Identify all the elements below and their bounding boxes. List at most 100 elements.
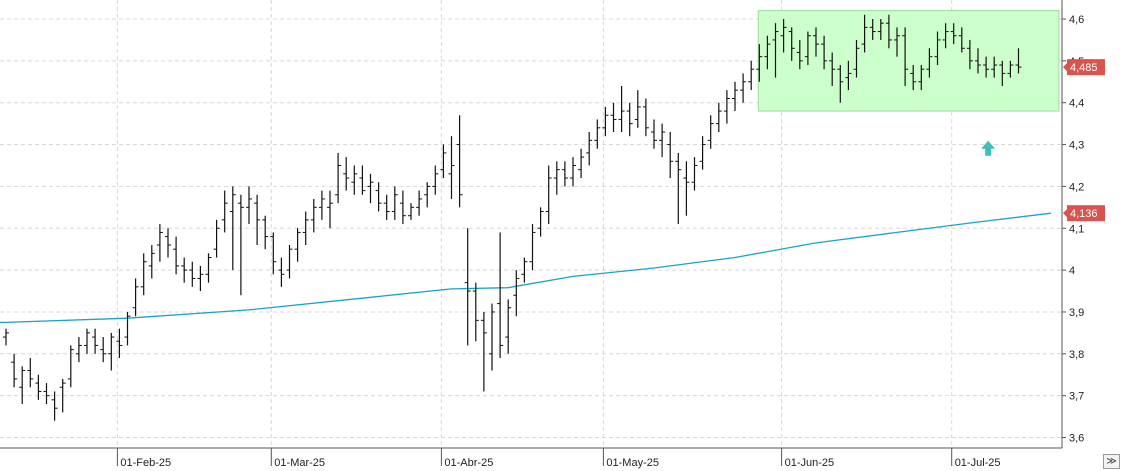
ohlc-bar — [221, 190, 228, 233]
ohlc-bar — [497, 232, 504, 358]
ohlc-bar — [205, 253, 212, 283]
ohlc-bar — [335, 152, 342, 204]
ohlc-bar — [456, 115, 463, 208]
ohlc-bar — [19, 366, 26, 405]
ohlc-bar — [618, 85, 625, 132]
ohlc-bar — [489, 303, 495, 371]
last-price-tag-text: 4,485 — [1070, 62, 1098, 74]
x-tick-label: 01-Mar-25 — [274, 457, 325, 469]
ohlc-bar — [715, 102, 722, 132]
ohlc-bar — [432, 165, 439, 195]
ohlc-bar — [148, 244, 155, 279]
ohlc-bar — [910, 65, 917, 91]
ohlc-bar — [246, 186, 252, 225]
ohlc-bar — [634, 90, 641, 128]
ohlc-bar — [610, 102, 617, 132]
ohlc-bar — [950, 23, 957, 45]
ohlc-bar — [440, 144, 447, 179]
ohlc-bar — [796, 39, 803, 70]
ohlc-bar — [391, 186, 398, 220]
ohlc-bar — [699, 136, 706, 170]
ohlc-bar — [472, 282, 479, 342]
ohlc-bar — [59, 378, 66, 413]
ohlc-bar — [837, 65, 844, 103]
ohlc-bar — [529, 224, 536, 271]
ohlc-bar — [424, 182, 431, 208]
ohlc-bar — [845, 60, 852, 91]
ohlc-bar — [116, 328, 123, 358]
ohlc-bar — [351, 165, 358, 195]
ohlc-bar — [594, 119, 601, 149]
ohlc-bar — [51, 391, 58, 421]
ohlc-bar — [310, 198, 317, 233]
y-tick-label: 4,2 — [1069, 181, 1084, 193]
range-zone-layer — [757, 10, 1060, 112]
y-tick-label: 3,9 — [1069, 307, 1084, 319]
ohlc-bar — [918, 65, 925, 91]
ohlc-bar — [399, 190, 406, 225]
ohlc-bar — [197, 265, 204, 292]
ohlc-bar — [480, 311, 487, 392]
ohlc-bar — [254, 194, 261, 245]
moving-average-tag-text: 4,136 — [1070, 208, 1098, 220]
last-price-tag-pointer — [1063, 63, 1067, 72]
y-tick-label: 4,4 — [1069, 98, 1084, 110]
moving-average-tag: 4,136 — [1063, 205, 1105, 222]
ohlc-bar — [561, 161, 568, 187]
ohlc-bar — [667, 131, 674, 179]
ohlc-bar — [521, 257, 528, 283]
ohlc-bar — [237, 194, 244, 296]
ohlc-bar — [140, 253, 147, 296]
ohlc-bar — [416, 190, 423, 216]
ohlc-bar — [1015, 48, 1022, 74]
ohlc-bar — [27, 357, 34, 388]
ohlc-bar — [229, 186, 236, 271]
price-tags: 4,485 4,136 — [1063, 59, 1105, 222]
ohlc-bar — [278, 257, 285, 287]
ohlc-bar — [877, 19, 884, 40]
ohlc-bar — [75, 337, 82, 363]
ohlc-bar — [189, 261, 196, 287]
ohlc-bar — [92, 328, 99, 354]
ohlc-bar — [375, 182, 382, 212]
ohlc-bar — [894, 27, 900, 57]
x-tick-label: 01-May-25 — [606, 457, 659, 469]
ohlc-bar — [343, 157, 350, 191]
ohlc-bar — [165, 228, 171, 258]
up-arrow-icon — [981, 140, 996, 156]
ohlc-bar — [602, 106, 609, 137]
ohlc-bar — [772, 23, 779, 78]
ohlc-bar — [586, 131, 593, 166]
ohlc-bar — [966, 39, 973, 70]
ohlc-bar — [286, 244, 293, 279]
x-tick-label: 01-Jul-25 — [955, 457, 1001, 469]
ohlc-bar — [642, 98, 649, 137]
ohlc-bar — [537, 207, 544, 237]
ohlc-bar — [1007, 60, 1014, 78]
ohlc-bar — [132, 278, 139, 317]
ohlc-bar — [740, 73, 747, 103]
ohlc-bar — [626, 102, 633, 137]
ohlc-bar — [327, 190, 333, 229]
ohlc-bar — [408, 203, 414, 220]
x-tick-label: 01-Abr-25 — [444, 457, 493, 469]
ohlc-bar — [270, 232, 277, 275]
ohlc-bar — [723, 90, 730, 124]
chart-scroll-button[interactable]: ≫ — [1103, 454, 1120, 469]
ohlc-bar — [367, 173, 374, 204]
ohlc-bar — [885, 14, 892, 49]
ohlc-bar — [3, 328, 9, 346]
ohlc-bar — [942, 23, 949, 49]
y-tick-label: 4,3 — [1069, 140, 1084, 152]
y-tick-label: 4 — [1069, 265, 1075, 277]
ohlc-bar — [748, 60, 755, 91]
moving-average-tag-bg — [1067, 205, 1105, 222]
ohlc-bar — [813, 27, 819, 57]
ohlc-bar — [84, 328, 90, 354]
ohlc-bar — [804, 31, 811, 66]
moving-average-line — [0, 212, 1051, 324]
ohlc-bar — [983, 56, 990, 78]
ohlc-bar — [756, 44, 763, 82]
